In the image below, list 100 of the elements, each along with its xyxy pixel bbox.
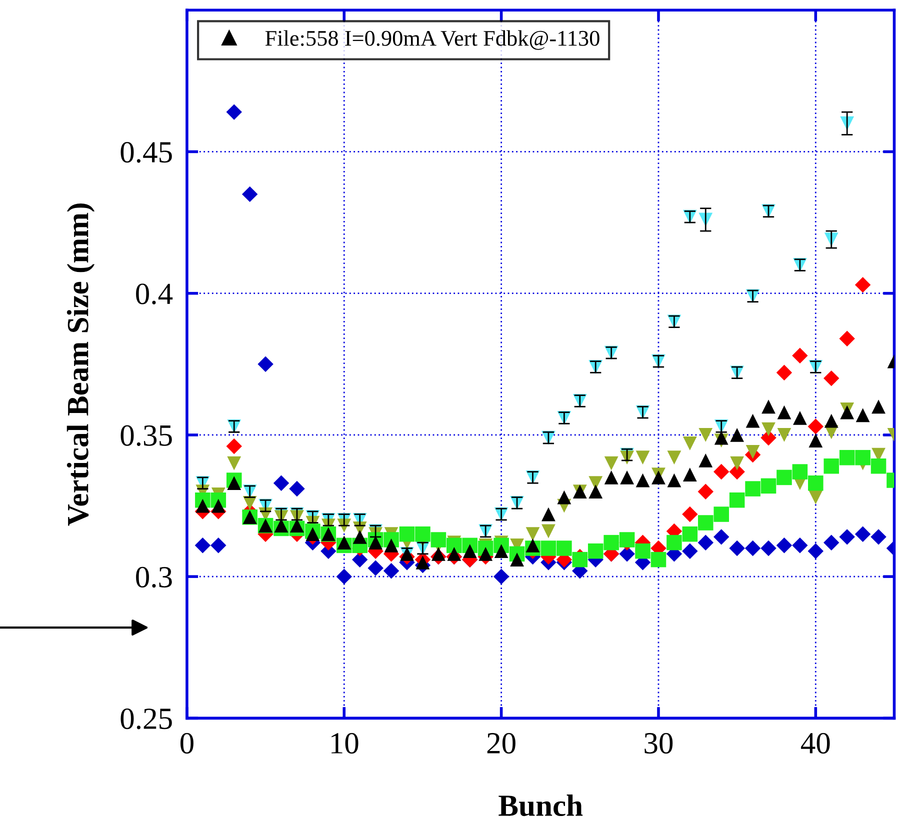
point [776, 538, 792, 554]
point [636, 473, 650, 488]
point [762, 422, 776, 436]
point [698, 454, 713, 468]
point [652, 470, 666, 484]
point [416, 555, 430, 570]
point [556, 540, 572, 556]
point [368, 560, 384, 576]
point [620, 470, 634, 484]
point [542, 524, 556, 538]
point [588, 543, 604, 559]
point [855, 450, 870, 466]
point [808, 475, 824, 491]
point [682, 436, 697, 450]
point [352, 530, 367, 544]
point [650, 552, 666, 568]
point [337, 536, 352, 550]
point [636, 450, 650, 465]
point [698, 534, 714, 550]
point [572, 552, 588, 568]
point [870, 458, 886, 474]
point [542, 507, 556, 522]
point [824, 414, 838, 428]
point [588, 484, 603, 499]
point [777, 405, 792, 420]
point [729, 492, 745, 508]
point [227, 476, 242, 490]
legend-label: File:558 I=0.90mA Vert Fdbk@-1130 [265, 30, 600, 50]
y-axis-title: Vertical Beam Size (mm) [66, 204, 95, 526]
point [226, 438, 242, 454]
point [604, 456, 618, 470]
point [368, 536, 383, 550]
point [510, 552, 524, 567]
point [666, 534, 682, 550]
point [540, 540, 556, 556]
point [713, 464, 730, 480]
point [227, 456, 242, 470]
point [824, 534, 840, 550]
point [619, 546, 635, 562]
point [446, 538, 462, 554]
point [399, 526, 415, 542]
point [336, 568, 352, 584]
point [714, 506, 729, 522]
point [682, 506, 698, 522]
x-tick-label: 30 [644, 732, 673, 754]
y-tick-label: 0.4 [136, 284, 173, 304]
point [194, 538, 211, 554]
point [714, 430, 728, 445]
point [792, 538, 808, 554]
point [384, 538, 398, 552]
point [854, 276, 871, 293]
point [824, 458, 840, 474]
point [746, 445, 760, 459]
x-tick-label: 10 [332, 732, 358, 754]
point [856, 408, 870, 422]
point [211, 498, 226, 513]
x-tick-label: 20 [487, 732, 516, 754]
point [604, 470, 618, 484]
point [383, 563, 400, 579]
point [713, 529, 730, 545]
point [306, 527, 320, 542]
point [526, 538, 540, 552]
point [840, 405, 854, 420]
point [352, 552, 368, 568]
point [760, 540, 776, 556]
point [667, 473, 682, 488]
point [744, 540, 761, 556]
point [760, 478, 776, 494]
point [730, 428, 744, 442]
point [792, 411, 807, 425]
point [808, 490, 823, 504]
point [745, 481, 760, 496]
point [273, 475, 290, 491]
point [776, 364, 792, 380]
point [415, 526, 430, 542]
point [430, 532, 446, 548]
point [730, 456, 744, 470]
point [667, 450, 682, 465]
point [824, 370, 840, 386]
point [258, 356, 274, 372]
point [462, 544, 477, 558]
point [619, 532, 635, 548]
point [839, 450, 855, 466]
point [242, 186, 258, 202]
point [682, 543, 698, 559]
y-tick-label: 0.45 [120, 142, 172, 163]
point [494, 544, 508, 558]
point [493, 568, 510, 584]
point [854, 526, 871, 542]
point [447, 546, 462, 561]
point [808, 543, 824, 559]
point [226, 104, 242, 120]
point [698, 515, 714, 530]
point [526, 527, 540, 542]
point [792, 348, 808, 364]
point [698, 428, 713, 442]
point [210, 538, 226, 554]
point [777, 428, 792, 442]
point [808, 418, 824, 434]
point [792, 464, 808, 480]
